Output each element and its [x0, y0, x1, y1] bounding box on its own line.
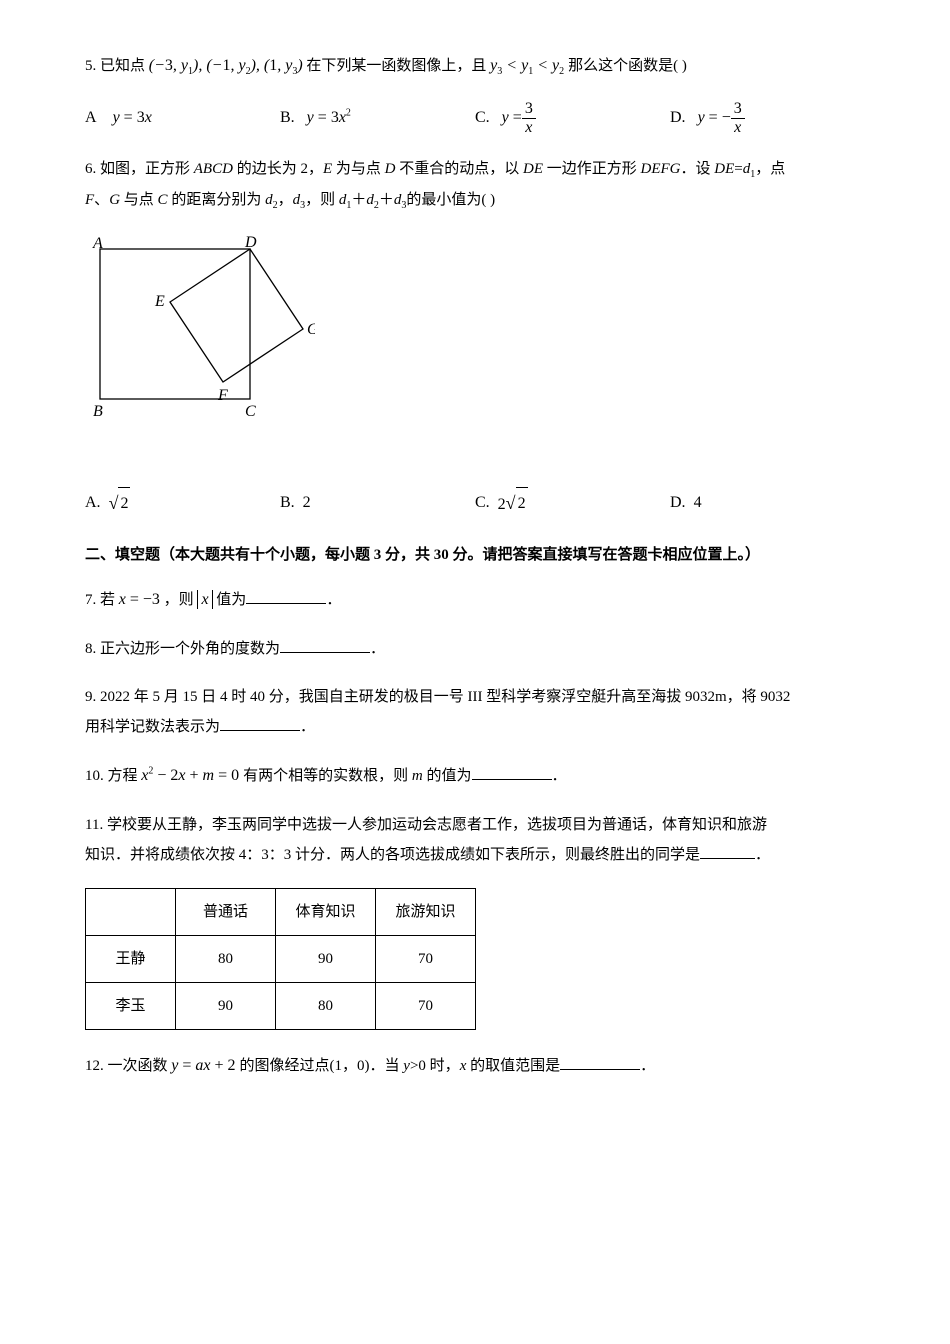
question-5: 5. 已知点 (−3, y1), (−1, y2), (1, y3) 在下列某一…	[85, 50, 865, 82]
q6-option-d: D. 4	[670, 485, 865, 521]
q5-suffix: 那么这个函数是( )	[568, 58, 687, 74]
svg-text:B: B	[93, 403, 103, 420]
question-11: 11. 学校要从王静，李玉两同学中选拔一人参加运动会志愿者工作，选拔项目为普通话…	[85, 810, 865, 870]
section-2-title: 二、填空题（本大题共有十个小题，每小题 3 分，共 30 分。请把答案直接填写在…	[85, 541, 865, 570]
svg-text:E: E	[154, 293, 165, 310]
blank-q7	[246, 586, 326, 604]
question-9: 9. 2022 年 5 月 15 日 4 时 40 分，我国自主研发的极目一号 …	[85, 682, 865, 742]
q5-prefix: 5. 已知点	[85, 58, 145, 74]
question-8: 8. 正六边形一个外角的度数为．	[85, 634, 865, 664]
q5-option-b: B. y = 3x2	[280, 100, 475, 136]
svg-text:D: D	[244, 234, 257, 251]
blank-q10	[472, 762, 552, 780]
blank-q8	[280, 635, 370, 653]
q6-figure: A D B C E F G	[85, 234, 865, 455]
svg-text:C: C	[245, 403, 256, 420]
blank-q9	[220, 713, 300, 731]
q6-option-a: A. √2	[85, 485, 280, 521]
svg-text:A: A	[92, 235, 103, 252]
q5-option-c: C. y = 3x	[475, 100, 670, 136]
q5-mid: 在下列某一函数图像上，且	[306, 58, 486, 74]
question-7: 7. 若 x = −3 ，则 x 值为．	[85, 584, 865, 616]
q6-option-b: B. 2	[280, 485, 475, 521]
blank-q12	[560, 1052, 640, 1070]
q5-option-a: A y = 3x	[85, 100, 280, 136]
svg-text:F: F	[217, 387, 228, 404]
q6-options: A. √2 B. 2 C. 2√2 D. 4	[85, 485, 865, 521]
blank-q11	[700, 841, 755, 859]
question-6: 6. 如图，正方形 ABCD 的边长为 2，E 为与点 D 不重合的动点，以 D…	[85, 154, 865, 216]
table-row: 王静 80 90 70	[86, 935, 476, 982]
table-row: 李玉 90 80 70	[86, 982, 476, 1029]
question-10: 10. 方程 x2 − 2x + m = 0 有两个相等的实数根，则 m 的值为…	[85, 760, 865, 792]
q5-option-d: D. y = − 3x	[670, 100, 865, 136]
svg-text:G: G	[307, 321, 315, 338]
question-12: 12. 一次函数 y = ax + 2 的图像经过点(1，0)．当 y>0 时，…	[85, 1050, 865, 1082]
q5-options: A y = 3x B. y = 3x2 C. y = 3x D. y = − 3…	[85, 100, 865, 136]
q11-table: 普通话 体育知识 旅游知识 王静 80 90 70 李玉 90 80 70	[85, 888, 476, 1030]
q6-option-c: C. 2√2	[475, 485, 670, 521]
